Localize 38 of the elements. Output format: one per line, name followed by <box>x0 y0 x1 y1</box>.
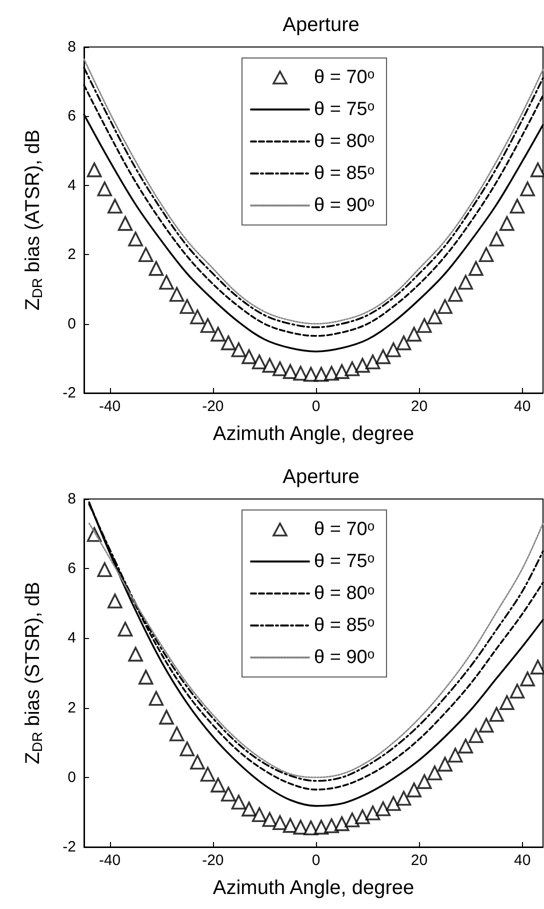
y-axis-title: ZDR bias (ATSR), dB <box>22 130 45 310</box>
x-tick-label: 40 <box>514 398 531 415</box>
x-axis-title: Azimuth Angle, degree <box>212 877 414 899</box>
y-tick-label: -2 <box>62 384 76 402</box>
legend-label: θ = 85ᵒ <box>314 615 375 636</box>
y-axis-title: ZDR bias (STSR), dB <box>22 582 45 764</box>
legend-label: θ = 70ᵒ <box>314 67 375 88</box>
legend-label: θ = 75ᵒ <box>314 551 375 572</box>
x-tick-label: 0 <box>312 398 320 415</box>
legend-label: θ = 85ᵒ <box>314 163 375 184</box>
y-tick-label: 6 <box>68 560 76 578</box>
y-tick-label: 6 <box>68 108 76 125</box>
x-tick-label: -40 <box>98 852 121 869</box>
x-tick-label: 0 <box>312 852 320 869</box>
x-tick-label: 20 <box>410 398 428 415</box>
y-tick-label: 2 <box>68 699 76 716</box>
y-tick-label: 2 <box>68 246 76 264</box>
y-tick-label: -2 <box>62 838 76 856</box>
x-tick-label: -20 <box>202 398 224 415</box>
y-tick-label: 4 <box>68 630 76 647</box>
y-tick-label: 0 <box>68 315 76 332</box>
y-tick-label: 4 <box>68 176 76 194</box>
y-tick-label: 0 <box>68 768 76 786</box>
chart-title: Aperture <box>282 466 360 488</box>
legend-label: θ = 90ᵒ <box>314 647 375 668</box>
legend-label: θ = 70ᵒ <box>314 519 375 540</box>
legend-label: θ = 90ᵒ <box>314 195 375 216</box>
y-tick-label: 8 <box>68 490 76 508</box>
y-tick-label: 8 <box>68 38 76 56</box>
x-tick-label: 20 <box>410 852 428 869</box>
chart-title: Aperture <box>282 14 360 36</box>
x-tick-label: 40 <box>514 852 531 869</box>
legend-label: θ = 75ᵒ <box>314 99 375 120</box>
legend-label: θ = 80ᵒ <box>314 583 375 604</box>
x-axis-title: Azimuth Angle, degree <box>212 423 414 445</box>
x-tick-label: -20 <box>202 852 224 869</box>
x-tick-label: -40 <box>98 398 121 415</box>
legend-label: θ = 80ᵒ <box>314 131 375 152</box>
